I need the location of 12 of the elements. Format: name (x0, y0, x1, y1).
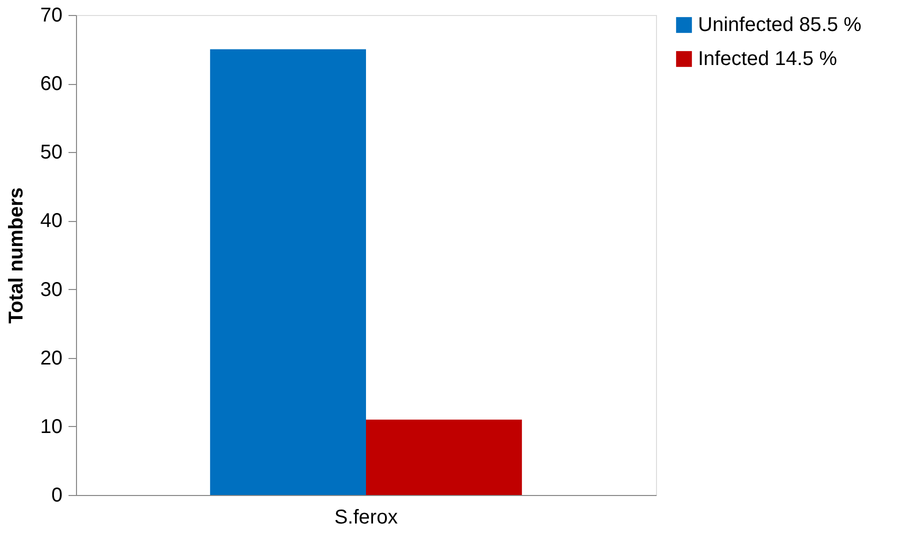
y-tick-label: 40 (40, 210, 62, 232)
y-tick-label: 10 (40, 416, 62, 438)
y-tick-label: 30 (40, 278, 62, 301)
y-tick-label: 0 (51, 484, 62, 506)
legend-label: Infected 14.5 % (698, 48, 838, 70)
y-tick-label: 50 (40, 142, 62, 164)
y-axis-title: Total numbers (5, 187, 28, 324)
y-tick-label: 60 (40, 73, 62, 96)
y-tick-label: 20 (40, 347, 62, 370)
x-tick-label: S.ferox (334, 506, 398, 528)
y-tick-label: 70 (40, 4, 62, 26)
legend-label: Uninfected 85.5 % (698, 14, 862, 36)
